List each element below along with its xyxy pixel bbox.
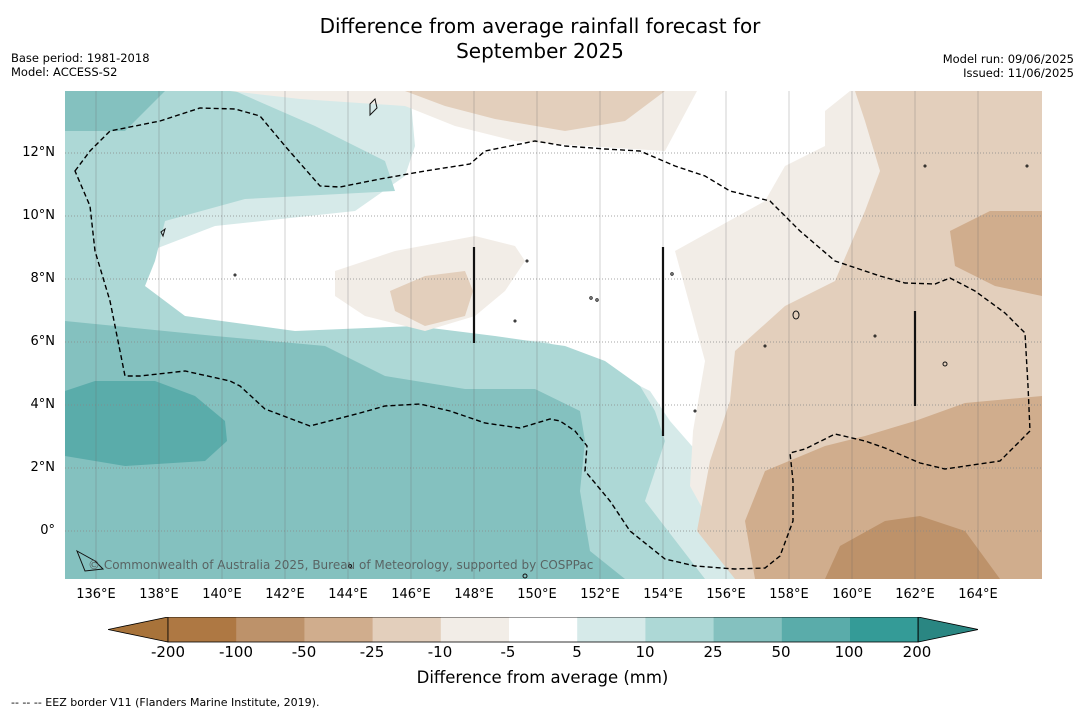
colorbar-label: 10 xyxy=(635,643,655,661)
colorbar-label: 5 xyxy=(572,643,582,661)
colorbar-cell xyxy=(372,617,442,642)
rainfall-map[interactable] xyxy=(65,91,1042,579)
lat-label-10n: 10°N xyxy=(22,208,55,223)
title-line-2: September 2025 xyxy=(456,39,624,63)
lon-label-140e: 140°E xyxy=(202,587,242,602)
lat-label-6n: 6°N xyxy=(30,334,56,349)
colorbar-title: Difference from average (mm) xyxy=(416,668,669,687)
eez-border xyxy=(74,107,1031,570)
lon-label-158e: 158°E xyxy=(769,587,809,602)
lat-label-2n: 2°N xyxy=(30,460,56,475)
base-period: Base period: 1981-2018 xyxy=(11,51,150,65)
copyright-notice: © Commonwealth of Australia 2025, Bureau… xyxy=(88,558,594,572)
title-line-1: Difference from average rainfall forecas… xyxy=(319,14,761,38)
colorbar-label: 100 xyxy=(834,643,864,661)
lon-label-146e: 146°E xyxy=(391,587,431,602)
colorbar-cell xyxy=(645,617,715,642)
island-chains xyxy=(472,247,917,436)
lon-label-154e: 154°E xyxy=(643,587,683,602)
base-period-info: Base period: 1981-2018 Model: ACCESS-S2 xyxy=(11,51,150,79)
lat-gridlines xyxy=(65,152,1042,532)
issued-date: Issued: 11/06/2025 xyxy=(963,66,1074,80)
wet-anomaly-50-100 xyxy=(65,381,227,466)
eez-footnote: -- -- -- EEZ border V11 (Flanders Marine… xyxy=(11,696,320,709)
lon-label-136e: 136°E xyxy=(76,587,116,602)
lat-label-4n: 4°N xyxy=(30,397,56,412)
small-islands xyxy=(76,98,1029,579)
colorbar-label: 200 xyxy=(902,643,932,661)
colorbar-extend-low xyxy=(108,617,169,643)
model-name: Model: ACCESS-S2 xyxy=(11,65,118,79)
colorbar-label: -10 xyxy=(427,643,453,661)
lon-label-144e: 144°E xyxy=(328,587,368,602)
colorbar-extend-high xyxy=(917,617,978,643)
colorbar-cell xyxy=(850,617,919,642)
lon-label-150e: 150°E xyxy=(517,587,557,602)
colorbar-label: 25 xyxy=(703,643,723,661)
colorbar-label: -100 xyxy=(218,643,254,661)
lat-label-0: 0° xyxy=(40,523,55,538)
dry-anomaly-25-50 xyxy=(745,211,1042,579)
colorbar-cell xyxy=(168,617,237,642)
model-run: Model run: 09/06/2025 xyxy=(942,52,1074,66)
lat-label-8n: 8°N xyxy=(30,271,56,286)
lat-label-12n: 12°N xyxy=(22,145,55,160)
lon-label-162e: 162°E xyxy=(895,587,935,602)
colorbar-label: -25 xyxy=(359,643,385,661)
colorbar-cell xyxy=(781,617,851,642)
colorbar-cell xyxy=(713,617,783,642)
map-title: Difference from average rainfall forecas… xyxy=(240,14,840,64)
colorbar-label: 50 xyxy=(771,643,791,661)
colorbar-label: -5 xyxy=(500,643,516,661)
lon-label-152e: 152°E xyxy=(580,587,620,602)
lon-label-138e: 138°E xyxy=(139,587,179,602)
map-canvas xyxy=(65,91,1042,579)
colorbar-cell xyxy=(304,617,374,642)
lon-gridlines xyxy=(95,91,979,579)
colorbar-cell xyxy=(577,617,646,642)
model-run-info: Model run: 09/06/2025 Issued: 11/06/2025 xyxy=(943,52,1074,80)
colorbar-cell xyxy=(236,617,305,642)
lon-label-160e: 160°E xyxy=(832,587,872,602)
lon-label-142e: 142°E xyxy=(265,587,305,602)
lon-label-148e: 148°E xyxy=(454,587,494,602)
colorbar-cell xyxy=(440,617,510,642)
colorbar-label: -50 xyxy=(291,643,317,661)
dry-anomaly-50-100 xyxy=(825,516,1000,579)
colorbar-label: -200 xyxy=(150,643,186,661)
colorbar xyxy=(108,617,978,643)
lon-label-164e: 164°E xyxy=(958,587,998,602)
colorbar-cell xyxy=(509,617,578,642)
lon-label-156e: 156°E xyxy=(706,587,746,602)
